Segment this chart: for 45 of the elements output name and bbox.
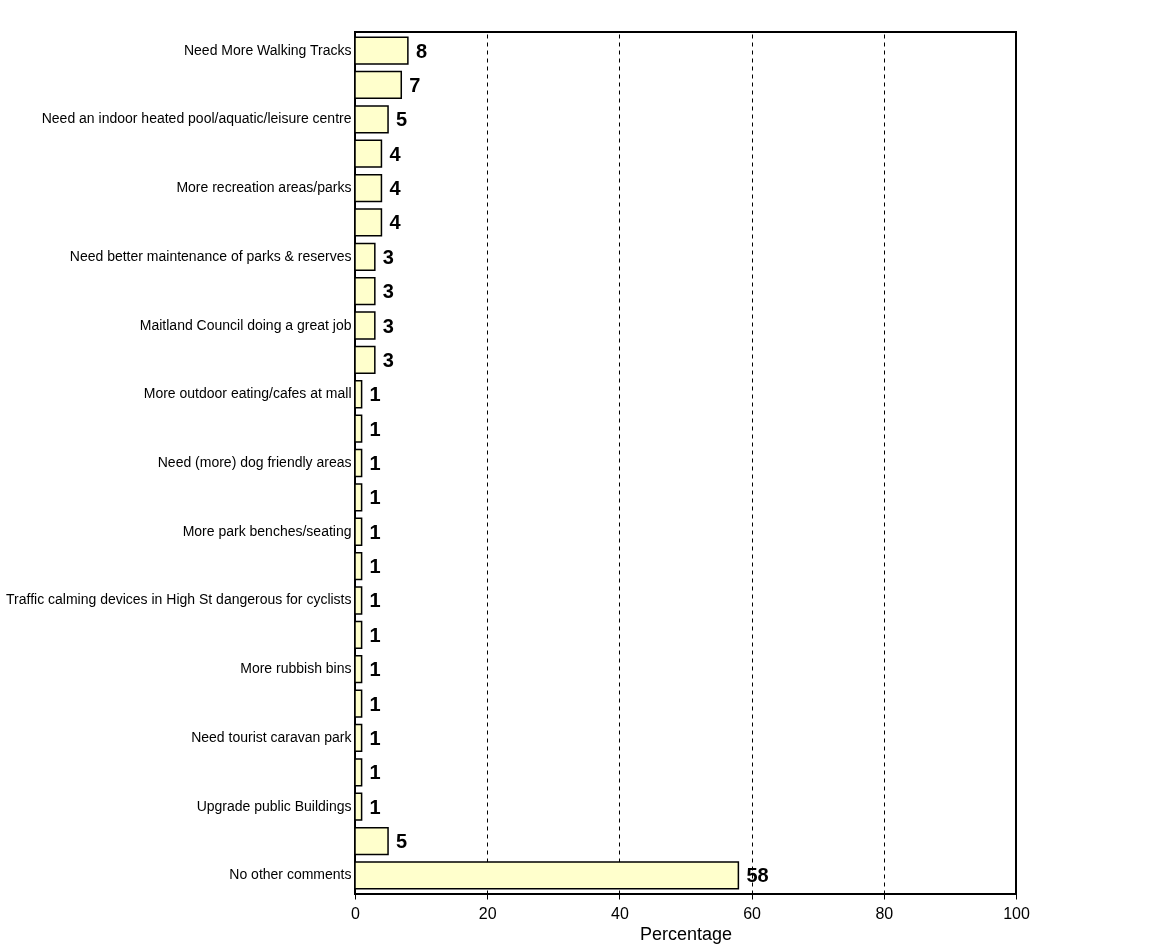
data-label: 1 (369, 726, 381, 749)
x-tick-label: 60 (743, 904, 762, 922)
data-label: 58 (746, 864, 769, 887)
data-label: 3 (382, 280, 394, 303)
y-tick-label: No other comments (229, 866, 352, 883)
y-tick-label: Need tourist caravan park (191, 728, 353, 745)
x-tick-label: 0 (351, 904, 361, 922)
data-label: 3 (382, 314, 394, 337)
y-tick-label: More outdoor eating/cafes at mall (143, 385, 352, 402)
data-label: 3 (382, 348, 394, 371)
y-tick-label: More recreation areas/parks (176, 179, 352, 196)
data-label: 1 (369, 486, 381, 509)
y-tick-label: Upgrade public Buildings (196, 797, 352, 814)
y-tick-label: Need (more) dog friendly areas (157, 454, 352, 470)
y-tick-label: More rubbish bins (240, 660, 352, 677)
y-tick-label: Need an indoor heated pool/aquatic/leisure centre (41, 110, 352, 127)
data-label: 5 (396, 108, 408, 131)
x-tick-label: 100 (1003, 904, 1030, 922)
data-label: 1 (369, 795, 381, 818)
data-label: 4 (389, 211, 402, 234)
data-label: 8 (415, 39, 428, 62)
x-axis-title: Percentage (639, 923, 733, 944)
data-label: 1 (369, 623, 381, 646)
data-label: 1 (369, 520, 381, 543)
data-label: 4 (389, 177, 402, 200)
x-tick-label: 40 (611, 904, 629, 922)
data-label: 3 (382, 245, 394, 268)
data-label: 1 (369, 383, 381, 406)
data-label: 1 (369, 555, 381, 578)
data-label: 1 (369, 452, 381, 474)
y-tick-label: Maitland Council doing a great job (139, 316, 352, 333)
data-label: 4 (389, 142, 402, 165)
data-label: 7 (409, 73, 421, 96)
data-label: 1 (369, 589, 381, 612)
y-tick-label: Traffic calming devices in High St dangerous for cyclists (6, 591, 352, 608)
data-label: 1 (369, 417, 381, 440)
x-tick-label: 20 (478, 904, 497, 922)
data-label: 1 (369, 692, 381, 715)
data-label: 5 (396, 830, 408, 853)
y-tick-label: More park benches/seating (182, 522, 352, 539)
data-label: 1 (369, 761, 381, 784)
y-tick-label: Need better maintenance of parks & reserves (69, 247, 352, 264)
data-label: 1 (369, 658, 381, 681)
y-tick-label: Need More Walking Tracks (183, 41, 352, 58)
x-tick-label: 80 (875, 904, 894, 922)
